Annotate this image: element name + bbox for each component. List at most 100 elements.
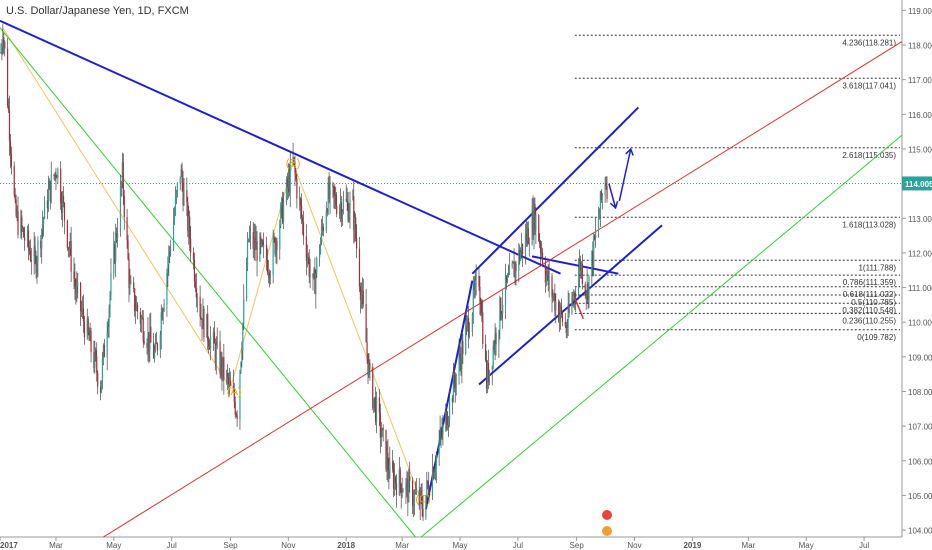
candle-body	[558, 301, 560, 321]
candle-body	[327, 183, 329, 213]
current-price-label: 114.005	[905, 180, 932, 189]
candle-body	[288, 175, 290, 193]
candle-body	[577, 273, 580, 298]
candle-body	[196, 296, 198, 298]
candle-body	[341, 211, 343, 219]
candle-body	[519, 249, 521, 260]
candle-body	[263, 245, 265, 246]
candle-body	[467, 318, 470, 337]
candle-body	[267, 272, 270, 274]
candle-body	[500, 298, 502, 318]
candle-body	[166, 273, 168, 305]
candle-body	[492, 346, 494, 367]
candle-body	[15, 199, 17, 216]
candle-body	[246, 267, 248, 300]
candle-body	[100, 380, 103, 393]
candle-body	[504, 275, 507, 305]
price-tick-label: 113.000	[908, 215, 932, 224]
candle-body	[173, 213, 176, 222]
candle-body	[130, 282, 132, 284]
candle-body	[76, 285, 78, 294]
candle-body	[514, 263, 516, 278]
event-dividend-icon[interactable]	[602, 526, 613, 536]
time-tick-label: Mar	[395, 541, 409, 550]
candle-body	[43, 200, 46, 219]
current-price-tag	[902, 176, 932, 191]
candle-body	[361, 290, 363, 296]
candle-body	[302, 221, 305, 237]
fib-level-label: 0(109.782)	[857, 333, 896, 342]
candle-body	[50, 174, 52, 202]
candle-body	[279, 225, 281, 250]
candle-body	[33, 246, 35, 262]
green-trend-line	[0, 27, 416, 538]
candle-body	[294, 161, 296, 173]
time-tick-label: Nov	[281, 541, 295, 550]
candle-body	[566, 328, 568, 333]
candle-body	[228, 380, 231, 385]
fib-level-label: 0.382(110.548)	[842, 306, 896, 315]
candle-body	[425, 495, 427, 518]
time-tick-label: Jul	[859, 541, 869, 550]
candle-body	[269, 275, 271, 278]
candle-body	[68, 247, 70, 250]
candle-body	[581, 264, 583, 285]
fib-level-label: 3.618(117.041)	[842, 81, 896, 90]
candle-body	[567, 305, 569, 329]
candle-body	[265, 245, 268, 260]
candle-body	[395, 483, 398, 496]
event-flag-icon[interactable]	[602, 510, 613, 520]
candle-body	[334, 194, 336, 196]
candle-body	[552, 295, 554, 297]
candle-body	[88, 332, 90, 341]
candle-body	[299, 198, 301, 200]
candle-body	[208, 340, 210, 347]
candle-body	[368, 363, 370, 376]
candle-body	[10, 153, 12, 166]
candle-body	[313, 269, 315, 278]
candle-body	[309, 273, 311, 277]
candle-body	[23, 228, 25, 238]
candle-body	[307, 256, 309, 258]
candle-body	[69, 240, 71, 250]
candle-body	[63, 203, 66, 221]
candle-body	[87, 318, 89, 333]
price-tick-label: 110.000	[908, 319, 932, 328]
candle-body	[108, 308, 110, 327]
candle-body	[162, 310, 164, 320]
candle-body	[301, 217, 304, 222]
candle-body	[143, 340, 145, 344]
candle-body	[339, 202, 342, 208]
candle-body	[66, 220, 68, 248]
candle-body	[253, 237, 255, 249]
candle-body	[209, 346, 211, 350]
candle-body	[518, 249, 520, 271]
candle-body	[49, 180, 51, 202]
candle-body	[26, 230, 29, 241]
candle-body	[229, 380, 232, 386]
candle-body	[480, 302, 482, 316]
candle-body	[507, 274, 509, 276]
candle-body	[90, 330, 92, 353]
candle-body	[440, 430, 442, 433]
candle-body	[233, 389, 235, 403]
candle-body	[535, 214, 537, 231]
candle-body	[54, 172, 56, 176]
candle-body	[199, 296, 201, 317]
candle-body	[3, 37, 5, 42]
candle-body	[547, 271, 549, 285]
candle-body	[127, 240, 129, 260]
candle-body	[201, 318, 203, 330]
candle-body	[312, 273, 314, 278]
candle-body	[448, 397, 451, 420]
candle-body	[585, 293, 587, 296]
candle-body	[392, 461, 394, 470]
candle-body	[83, 321, 86, 338]
fib-level-label: 1(111.788)	[858, 263, 896, 272]
candle-body	[546, 271, 548, 276]
candle-body	[573, 293, 575, 301]
candle-body	[14, 194, 16, 200]
candle-body	[82, 308, 85, 322]
candle-body	[466, 318, 469, 321]
